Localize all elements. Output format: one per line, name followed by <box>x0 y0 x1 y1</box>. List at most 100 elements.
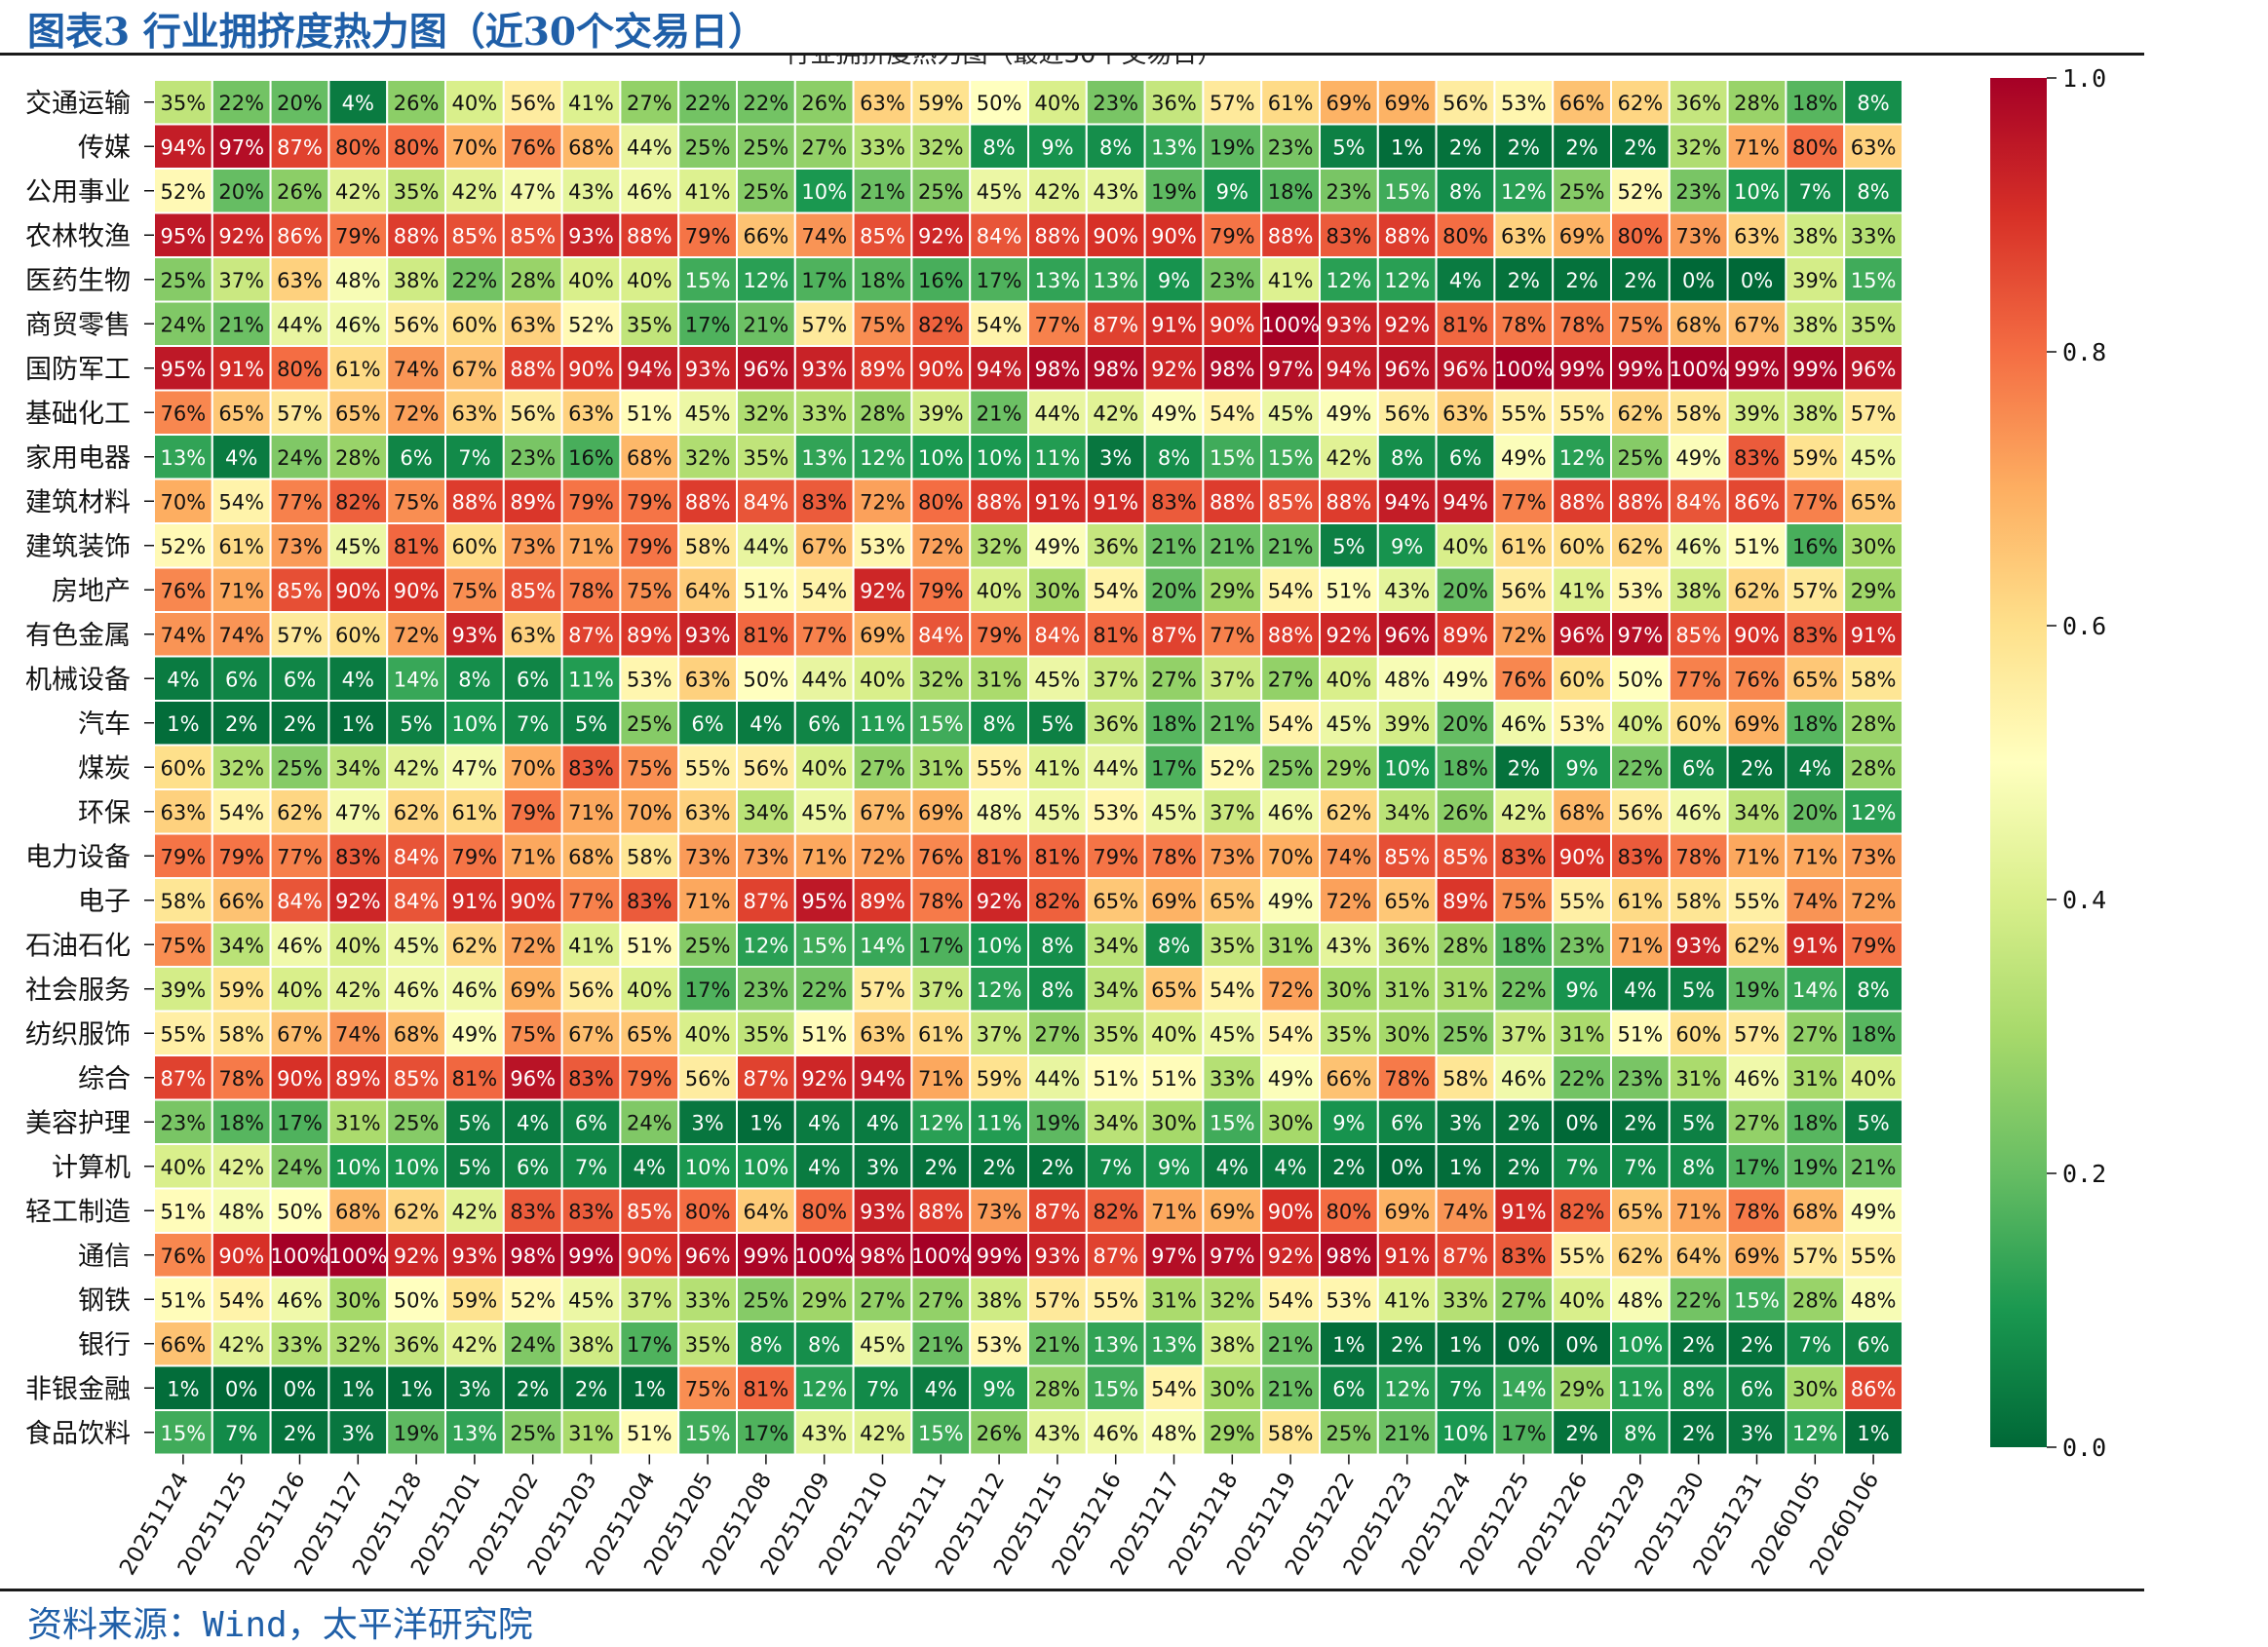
heatmap-cell <box>1785 700 1846 747</box>
cell-label: 35% <box>744 1022 789 1046</box>
heatmap-cell <box>386 832 447 879</box>
cell-label: 61% <box>1268 92 1314 115</box>
heatmap-cell <box>1260 966 1321 1013</box>
cell-label: 4% <box>808 1111 840 1134</box>
heatmap-cell <box>1610 211 1671 258</box>
heatmap-cell <box>910 1054 972 1101</box>
cell-label: 6% <box>691 712 723 736</box>
cell-label: 44% <box>1093 756 1138 780</box>
cell-label: 1% <box>167 1377 199 1400</box>
cell-label: 76% <box>161 1245 207 1268</box>
cell-label: 81% <box>452 1067 498 1091</box>
cell-label: 67% <box>1734 313 1780 336</box>
cell-label: 0% <box>225 1377 257 1400</box>
heatmap-cell <box>211 1010 272 1056</box>
colorbar: 0.0 0.2 0.4 0.6 0.8 1.0 <box>1990 64 2106 1462</box>
cell-label: 80% <box>1792 135 1838 159</box>
cell-label: 71% <box>1734 845 1780 868</box>
cell-label: 7% <box>866 1377 899 1400</box>
cell-label: 44% <box>1035 402 1081 425</box>
cell-label: 51% <box>1734 535 1780 558</box>
cell-label: 48% <box>1618 1288 1664 1312</box>
heatmap-cell <box>444 168 505 214</box>
heatmap-cell <box>1260 522 1321 569</box>
cell-label: 6% <box>1857 1333 1889 1357</box>
cell-label: 9% <box>1158 1156 1190 1179</box>
cell-label: 43% <box>1035 1422 1081 1445</box>
cell-label: 75% <box>394 490 440 514</box>
heatmap-cell <box>1843 877 1903 924</box>
cell-label: 62% <box>394 1200 440 1223</box>
cell-label: 2% <box>1741 1333 1773 1357</box>
cell-label: 53% <box>1326 1288 1372 1312</box>
cell-label: 11% <box>977 1111 1022 1134</box>
cell-label: 82% <box>1093 1200 1138 1223</box>
heatmap-cell <box>969 389 1030 436</box>
cell-label: 49% <box>1442 668 1488 691</box>
heatmap-cell <box>444 522 505 569</box>
cell-label: 77% <box>1501 490 1547 514</box>
cell-label: 99% <box>1734 358 1780 381</box>
heatmap-cell <box>793 744 855 790</box>
cell-label: 34% <box>218 934 264 957</box>
heatmap-cell <box>444 1321 505 1367</box>
row-label: 电力设备 <box>25 842 131 872</box>
heatmap-cell <box>736 79 796 126</box>
heatmap-cell <box>560 1143 622 1190</box>
cell-label: 90% <box>1268 1200 1314 1223</box>
heatmap-cell <box>502 1010 563 1056</box>
cell-label: 73% <box>744 845 789 868</box>
heatmap-cell <box>1435 123 1496 170</box>
cell-label: 75% <box>1618 313 1664 336</box>
heatmap-cell <box>1610 566 1671 613</box>
cell-label: 31% <box>977 668 1022 691</box>
cell-label: 69% <box>1151 890 1197 913</box>
cell-label: 32% <box>218 756 264 780</box>
heatmap-cell <box>1668 256 1729 303</box>
heatmap-cell <box>1785 79 1846 126</box>
heatmap-cell <box>1785 788 1846 835</box>
cell-label: 6% <box>517 668 549 691</box>
cell-label: 54% <box>218 1288 264 1312</box>
heatmap-cell <box>677 522 739 569</box>
cell-label: 63% <box>510 624 556 647</box>
cell-label: 51% <box>801 1022 847 1046</box>
cell-label: 54% <box>1151 1377 1197 1400</box>
heatmap-cell <box>1435 1143 1496 1190</box>
cell-label: 84% <box>394 845 440 868</box>
heatmap-cell <box>502 921 563 968</box>
cell-label: 55% <box>1851 1245 1897 1268</box>
heatmap-cell <box>1668 389 1729 436</box>
cell-label: 23% <box>1093 92 1138 115</box>
heatmap-cell <box>386 522 447 569</box>
cell-label: 42% <box>1326 446 1372 470</box>
heatmap-cell <box>1027 1010 1088 1056</box>
heatmap-cell <box>211 389 272 436</box>
cell-label: 32% <box>977 535 1022 558</box>
cell-label: 75% <box>627 579 673 602</box>
heatmap-cell <box>852 256 913 303</box>
cell-label: 19% <box>1035 1111 1081 1134</box>
heatmap-cell <box>1202 877 1263 924</box>
cell-label: 54% <box>1268 579 1314 602</box>
heatmap-cell <box>1493 1143 1555 1190</box>
cell-label: 79% <box>918 579 964 602</box>
heatmap-cell <box>677 566 739 613</box>
row-label: 商贸零售 <box>25 310 131 340</box>
cell-label: 65% <box>1210 890 1255 913</box>
heatmap-cell <box>793 611 855 658</box>
heatmap-cell <box>1376 1010 1438 1056</box>
cell-label: 92% <box>860 579 905 602</box>
colorbar-tick-label: 0.0 <box>2062 1434 2106 1462</box>
cell-label: 80% <box>801 1200 847 1223</box>
heatmap-cell <box>1202 655 1263 702</box>
heatmap-cell <box>1843 788 1903 835</box>
cell-label: 68% <box>335 1200 381 1223</box>
cell-label: 99% <box>744 1245 789 1268</box>
heatmap-cell <box>910 168 972 214</box>
heatmap-cell <box>1143 434 1205 480</box>
cell-label: 34% <box>1093 978 1138 1002</box>
cell-label: 65% <box>1851 490 1897 514</box>
heatmap-cell <box>1552 1321 1612 1367</box>
cell-label: 28% <box>335 446 381 470</box>
